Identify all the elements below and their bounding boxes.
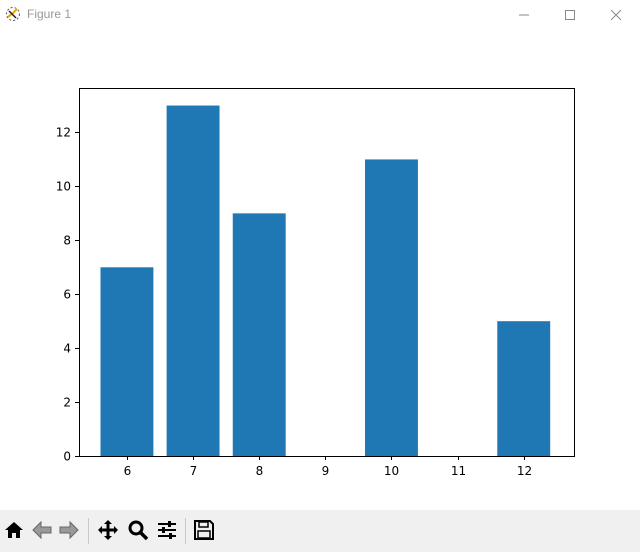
- minimize-icon: [519, 14, 529, 16]
- window-title: Figure 1: [27, 7, 72, 21]
- bar: [497, 321, 551, 456]
- x-tick-label: 10: [384, 464, 399, 478]
- zoom-button[interactable]: [126, 518, 150, 542]
- zoom-icon: [128, 520, 149, 541]
- x-tick-label: 6: [124, 464, 132, 478]
- configure-subplots-button[interactable]: [155, 518, 179, 542]
- bar-chart: 6 7 8 9 10 11 12 0 2 4 6 8 10 12: [56, 88, 575, 478]
- x-tick-label: 12: [517, 464, 532, 478]
- y-tick-label: 12: [56, 126, 71, 140]
- pan-icon: [98, 520, 118, 540]
- y-tick-label: 2: [63, 396, 71, 410]
- home-icon: [5, 522, 23, 538]
- x-tick-label: 11: [451, 464, 466, 478]
- y-tick-label: 10: [56, 180, 71, 194]
- bar: [166, 105, 220, 457]
- axes-frame: [79, 88, 575, 457]
- bar: [100, 267, 154, 456]
- toolbar-separator: [88, 518, 89, 544]
- toolbar-separator: [185, 518, 186, 544]
- navigation-toolbar: [0, 510, 640, 552]
- y-tick-label: 4: [63, 342, 71, 356]
- forward-button[interactable]: [57, 518, 81, 542]
- y-tick-label: 0: [63, 450, 71, 464]
- bar: [365, 159, 418, 456]
- title-bar: Figure 1: [0, 0, 640, 30]
- y-tick-label: 8: [63, 234, 71, 248]
- pan-button[interactable]: [96, 518, 120, 542]
- x-tick-label: 9: [322, 464, 330, 478]
- back-button[interactable]: [30, 518, 54, 542]
- home-button[interactable]: [2, 518, 26, 542]
- close-button[interactable]: [593, 0, 639, 30]
- x-tick-label: 8: [256, 464, 264, 478]
- matplotlib-icon: [6, 7, 20, 21]
- minimize-button[interactable]: [501, 0, 547, 30]
- maximize-icon: [565, 10, 575, 20]
- save-icon: [194, 520, 214, 540]
- y-tick-label: 6: [63, 288, 71, 302]
- maximize-button[interactable]: [547, 0, 593, 30]
- close-icon: [611, 10, 621, 20]
- x-tick-label: 7: [190, 464, 198, 478]
- bar: [232, 213, 286, 456]
- configure-subplots-icon: [158, 521, 176, 539]
- save-button[interactable]: [192, 518, 216, 542]
- forward-icon: [59, 520, 79, 540]
- back-icon: [32, 520, 52, 540]
